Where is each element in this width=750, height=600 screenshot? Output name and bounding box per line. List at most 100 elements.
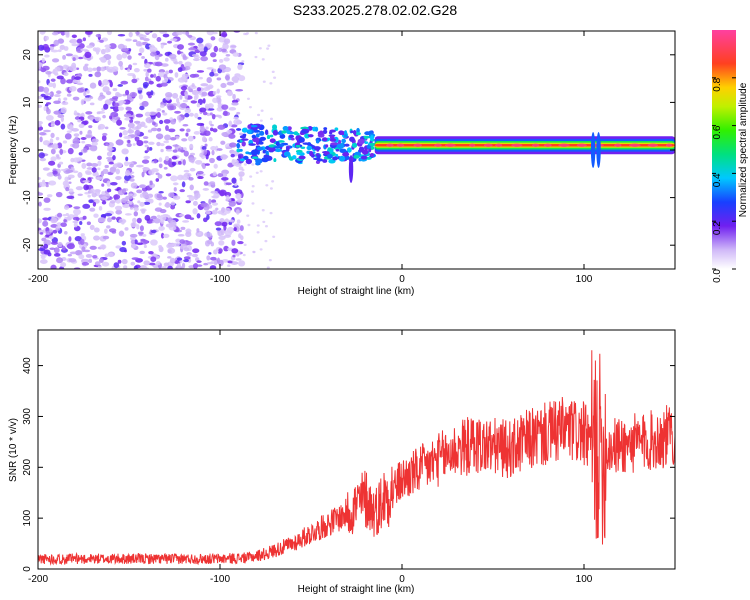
noise-speckle bbox=[60, 107, 67, 114]
noise-speckle bbox=[259, 170, 263, 173]
noise-speckle bbox=[180, 226, 186, 230]
carrier-blob bbox=[265, 150, 269, 154]
noise-speckle bbox=[204, 163, 210, 166]
noise-speckle bbox=[62, 140, 68, 144]
carrier-blob bbox=[352, 130, 357, 135]
noise-speckle bbox=[179, 149, 185, 153]
colorbar-tick-label: 0.8 bbox=[712, 77, 723, 91]
noise-speckle bbox=[79, 238, 85, 246]
noise-speckle bbox=[80, 99, 85, 106]
noise-speckle bbox=[56, 90, 62, 95]
noise-speckle bbox=[112, 88, 118, 92]
noise-speckle bbox=[154, 54, 160, 61]
noise-speckle bbox=[76, 82, 84, 86]
noise-speckle bbox=[49, 247, 56, 250]
noise-speckle bbox=[100, 196, 108, 200]
noise-speckle bbox=[208, 120, 213, 126]
noise-speckle bbox=[187, 135, 194, 142]
noise-speckle bbox=[48, 82, 54, 88]
noise-speckle bbox=[220, 154, 228, 160]
noise-speckle bbox=[86, 45, 94, 49]
noise-speckle bbox=[161, 80, 166, 83]
noise-speckle bbox=[192, 208, 198, 215]
noise-speckle bbox=[189, 143, 194, 151]
noise-speckle bbox=[107, 217, 112, 223]
noise-speckle bbox=[139, 250, 145, 255]
noise-speckle bbox=[121, 240, 127, 246]
noise-speckle bbox=[184, 61, 192, 68]
noise-speckle bbox=[38, 218, 42, 224]
noise-speckle bbox=[188, 47, 197, 51]
noise-speckle bbox=[215, 95, 222, 99]
noise-speckle bbox=[99, 258, 104, 264]
noise-speckle bbox=[200, 56, 209, 62]
noise-speckle bbox=[173, 260, 181, 265]
noise-speckle bbox=[181, 73, 190, 78]
noise-speckle bbox=[153, 158, 158, 164]
carrier-blob bbox=[272, 129, 279, 136]
noise-speckle bbox=[55, 191, 63, 198]
carrier-blob bbox=[263, 154, 270, 159]
noise-speckle bbox=[89, 224, 95, 230]
noise-speckle bbox=[136, 189, 143, 194]
noise-speckle bbox=[86, 162, 93, 167]
noise-speckle bbox=[182, 99, 188, 103]
noise-speckle bbox=[115, 209, 123, 215]
noise-speckle bbox=[156, 141, 161, 147]
noise-speckle bbox=[197, 231, 202, 236]
noise-speckle bbox=[223, 38, 231, 45]
carrier-blob bbox=[296, 151, 301, 155]
noise-speckle bbox=[67, 174, 75, 179]
noise-speckle bbox=[107, 59, 111, 66]
noise-speckle bbox=[206, 31, 215, 36]
noise-speckle bbox=[39, 157, 47, 162]
noise-speckle bbox=[94, 116, 102, 122]
noise-speckle bbox=[143, 260, 151, 266]
carrier-blob bbox=[304, 133, 310, 139]
noise-speckle bbox=[88, 199, 94, 204]
noise-speckle bbox=[149, 146, 153, 151]
noise-speckle bbox=[221, 104, 229, 110]
noise-speckle bbox=[217, 210, 223, 215]
noise-speckle bbox=[262, 80, 266, 83]
noise-speckle bbox=[172, 195, 181, 200]
noise-speckle bbox=[176, 263, 182, 269]
noise-speckle bbox=[178, 160, 182, 165]
noise-speckle bbox=[150, 74, 154, 78]
carrier-blob bbox=[295, 142, 300, 146]
carrier-blob bbox=[358, 146, 365, 152]
noise-speckle bbox=[196, 228, 200, 233]
noise-speckle bbox=[199, 125, 205, 132]
noise-speckle bbox=[231, 102, 239, 106]
noise-speckle bbox=[182, 123, 189, 127]
noise-speckle bbox=[80, 137, 87, 140]
carrier-blob bbox=[261, 157, 269, 163]
carrier-blob bbox=[264, 129, 269, 136]
noise-speckle bbox=[211, 199, 217, 203]
colorbar-tick-label: 0.2 bbox=[712, 221, 723, 235]
noise-speckle bbox=[49, 229, 54, 233]
noise-speckle bbox=[93, 235, 101, 241]
noise-speckle bbox=[212, 209, 218, 215]
noise-speckle bbox=[126, 142, 132, 148]
noise-speckle bbox=[81, 246, 86, 253]
noise-speckle bbox=[147, 129, 153, 133]
noise-speckle bbox=[136, 140, 144, 147]
noise-speckle bbox=[86, 167, 93, 170]
noise-speckle bbox=[76, 87, 85, 93]
spectral-spike bbox=[348, 155, 354, 184]
noise-speckle bbox=[258, 47, 262, 50]
noise-speckle bbox=[138, 94, 143, 100]
noise-speckle bbox=[181, 138, 188, 142]
noise-speckle bbox=[173, 61, 179, 65]
noise-speckle bbox=[45, 92, 52, 96]
noise-speckle bbox=[85, 253, 93, 258]
noise-speckle bbox=[67, 147, 74, 155]
noise-speckle bbox=[156, 193, 163, 199]
noise-speckle bbox=[43, 106, 47, 111]
carrier-blob bbox=[363, 135, 370, 139]
carrier-blob bbox=[337, 143, 345, 149]
noise-speckle bbox=[38, 248, 45, 251]
noise-speckle bbox=[208, 198, 212, 205]
